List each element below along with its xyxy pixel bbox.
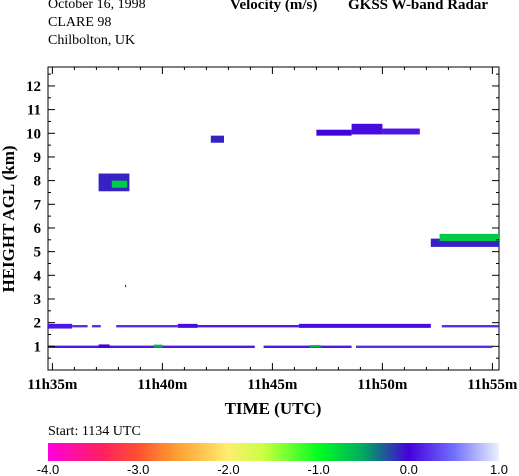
echo-region <box>98 344 110 348</box>
y-axis-title: HEIGHT AGL (km) <box>0 145 18 292</box>
colorbar <box>48 443 499 461</box>
x-tick-label: 11h45m <box>247 377 298 393</box>
echo-region <box>72 325 88 328</box>
site-label: Chilbolton, UK <box>48 33 136 48</box>
y-tick-label: 8 <box>34 174 42 190</box>
echo-region <box>298 323 431 328</box>
y-tick-label: 12 <box>26 79 41 95</box>
x-tick-label: 11h40m <box>137 377 188 393</box>
y-tick-label: 3 <box>34 292 42 308</box>
echo-region <box>263 345 352 348</box>
echo-region <box>439 233 499 241</box>
echo-region <box>153 344 163 348</box>
quantity-label: Velocity (m/s) <box>230 0 318 13</box>
echo-region <box>316 129 352 136</box>
y-tick-label: 7 <box>34 197 42 213</box>
colorbar-tick-label: 1.0 <box>490 462 508 476</box>
echo-region <box>430 238 499 247</box>
colorbar-tick-label: -1.0 <box>307 462 329 476</box>
colorbar-ticks: -4.0 -3.0 -2.0 -1.0 0.0 1.0 <box>37 462 508 476</box>
y-tick-label: 4 <box>34 268 42 284</box>
echo-region <box>197 325 299 328</box>
plot-frame <box>47 66 500 371</box>
y-tick-label: 10 <box>26 126 41 142</box>
start-label: Start: 1134 UTC <box>48 424 141 439</box>
x-axis-title: TIME (UTC) <box>225 399 322 418</box>
echo-region <box>382 128 420 135</box>
echo-region <box>116 325 178 328</box>
echo-region <box>177 323 198 328</box>
echo-region <box>356 345 493 348</box>
colorbar-tick-label: -2.0 <box>217 462 239 476</box>
x-tick-label: 11h50m <box>357 377 408 393</box>
echo-region <box>48 323 73 329</box>
echo-layer <box>48 123 499 348</box>
echo-region <box>309 345 321 348</box>
y-tick-label: 2 <box>34 316 42 332</box>
echo-region <box>210 135 224 143</box>
x-tick-label: 11h55m <box>467 377 518 393</box>
y-tick-label: 11 <box>27 103 41 119</box>
echo-region <box>92 325 101 328</box>
echo-region <box>441 325 499 328</box>
colorbar-tick-label: -3.0 <box>127 462 149 476</box>
echo-region <box>111 180 128 188</box>
instrument-label: GKSS W-band Radar <box>348 0 489 13</box>
y-tick-label: 5 <box>34 245 42 261</box>
echo-region <box>48 345 255 348</box>
echo-region <box>351 123 383 135</box>
colorbar-tick-label: 0.0 <box>400 462 418 476</box>
date-label: October 16, 1998 <box>48 0 146 12</box>
x-tick-label: 11h35m <box>27 377 78 393</box>
echo-region <box>125 284 127 288</box>
colorbar-tick-label: -4.0 <box>37 462 59 476</box>
y-tick-label: 1 <box>34 339 42 355</box>
y-tick-label: 9 <box>34 150 42 166</box>
campaign-label: CLARE 98 <box>48 15 112 30</box>
y-tick-label: 6 <box>34 221 42 237</box>
x-axis: 11h35m 11h40m 11h45m 11h50m 11h55m <box>27 67 518 393</box>
